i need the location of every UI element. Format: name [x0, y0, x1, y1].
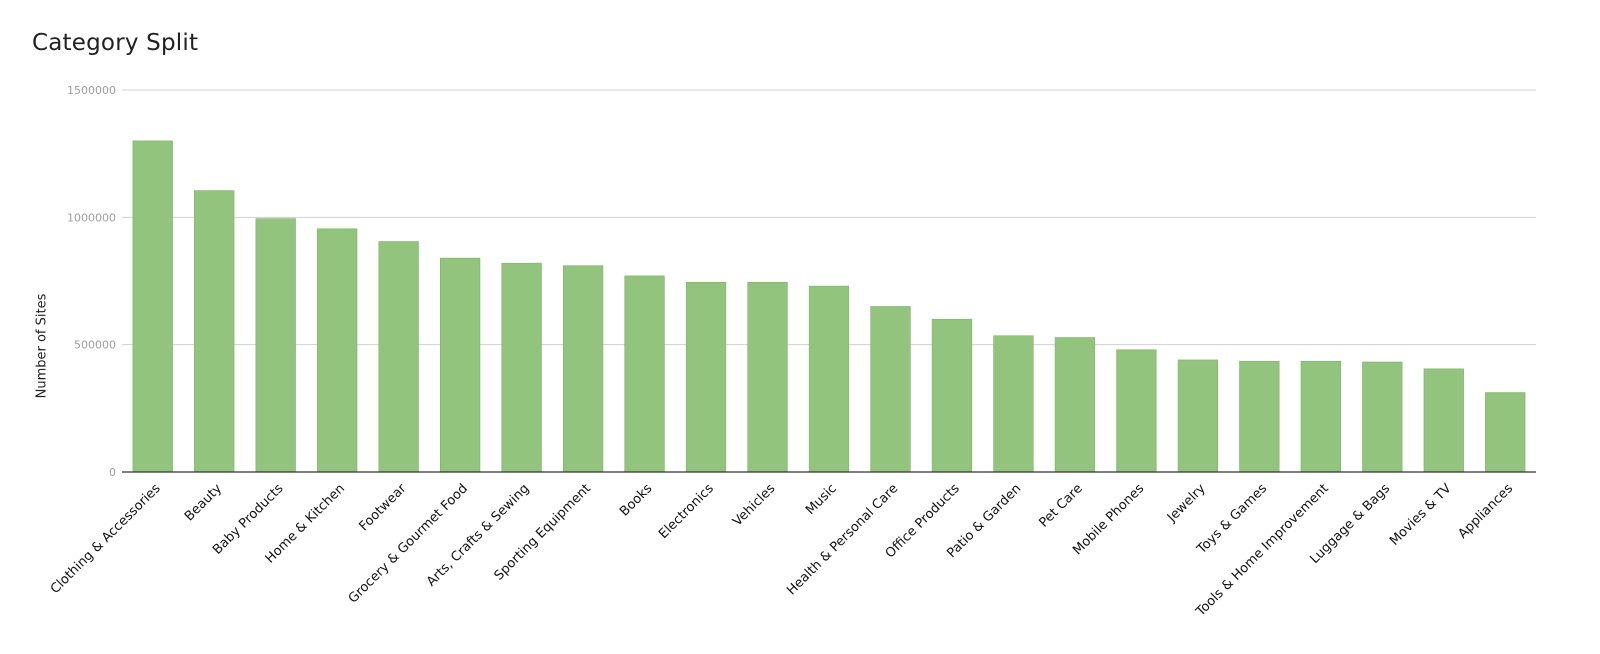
x-tick-label: Beauty [182, 481, 225, 524]
x-tick-label: Vehicles [730, 481, 778, 529]
y-tick-label: 1000000 [67, 211, 116, 224]
chart-title: Category Split [32, 30, 199, 56]
bar [1300, 360, 1341, 473]
bar [808, 285, 850, 473]
bar [562, 265, 604, 473]
x-tick-label: Footwear [356, 481, 409, 534]
bar [378, 241, 419, 473]
bar [931, 318, 973, 473]
x-tick-label: Jewelry [1164, 481, 1209, 526]
x-tick-label: Health & Personal Care [784, 481, 901, 598]
bar [870, 306, 911, 473]
bar [317, 228, 358, 473]
x-tick-label: Clothing & Accessories [48, 481, 164, 597]
x-tick-label: Books [617, 481, 655, 519]
bar [1423, 368, 1464, 473]
y-tick-labels: 0 500000 1000000 1500000 [67, 84, 116, 479]
x-tick-label: Electronics [656, 481, 717, 542]
bar [1054, 337, 1096, 473]
bar [993, 335, 1034, 473]
y-tick-label: 1500000 [67, 84, 116, 97]
bar [255, 218, 296, 473]
bar [747, 281, 788, 473]
bar [1177, 359, 1218, 473]
x-tick-label: Tools & Home Improvement [1193, 481, 1332, 620]
bar [194, 190, 235, 473]
bar [132, 140, 173, 473]
x-tick-label: Movies & TV [1387, 481, 1455, 549]
bar [440, 257, 481, 473]
y-tick-label: 500000 [74, 339, 116, 352]
x-tick-label: Grocery & Gourmet Food [346, 481, 471, 606]
x-tick-label: Arts, Crafts & Sewing [424, 481, 532, 589]
x-tick-label: Music [803, 481, 840, 518]
bar [501, 262, 542, 473]
bar [1362, 361, 1403, 473]
x-tick-label: Appliances [1455, 481, 1516, 542]
bar [1116, 349, 1157, 473]
bar [624, 275, 665, 473]
bar [685, 281, 727, 473]
bar [1485, 392, 1526, 473]
bars [132, 140, 1526, 473]
bar [1239, 360, 1280, 473]
x-tick-label: Pet Care [1036, 481, 1085, 530]
y-tick-label: 0 [109, 466, 116, 479]
